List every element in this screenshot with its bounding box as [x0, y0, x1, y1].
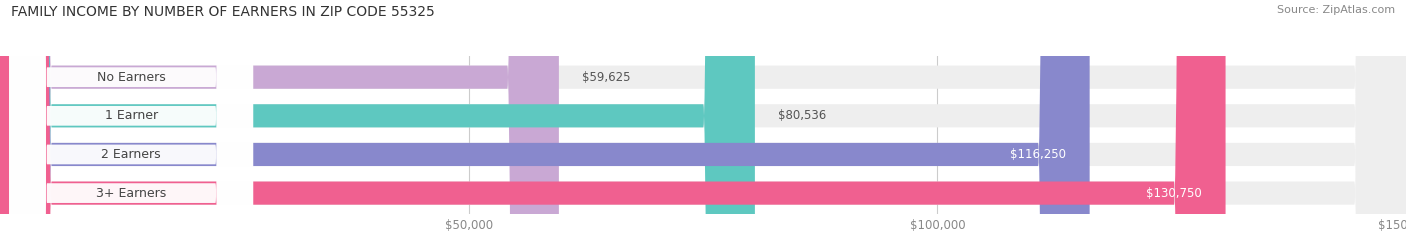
FancyBboxPatch shape [10, 0, 253, 233]
Text: 2 Earners: 2 Earners [101, 148, 162, 161]
Text: No Earners: No Earners [97, 71, 166, 84]
FancyBboxPatch shape [10, 0, 253, 233]
Text: 1 Earner: 1 Earner [104, 109, 157, 122]
FancyBboxPatch shape [0, 0, 1226, 233]
Text: $116,250: $116,250 [1011, 148, 1066, 161]
Text: $80,536: $80,536 [779, 109, 827, 122]
FancyBboxPatch shape [0, 0, 1090, 233]
FancyBboxPatch shape [10, 0, 253, 233]
Text: FAMILY INCOME BY NUMBER OF EARNERS IN ZIP CODE 55325: FAMILY INCOME BY NUMBER OF EARNERS IN ZI… [11, 5, 434, 19]
Text: 3+ Earners: 3+ Earners [96, 187, 166, 200]
FancyBboxPatch shape [10, 0, 253, 233]
FancyBboxPatch shape [0, 0, 560, 233]
Text: $130,750: $130,750 [1146, 187, 1202, 200]
Text: Source: ZipAtlas.com: Source: ZipAtlas.com [1277, 5, 1395, 15]
Text: $59,625: $59,625 [582, 71, 631, 84]
FancyBboxPatch shape [0, 0, 755, 233]
